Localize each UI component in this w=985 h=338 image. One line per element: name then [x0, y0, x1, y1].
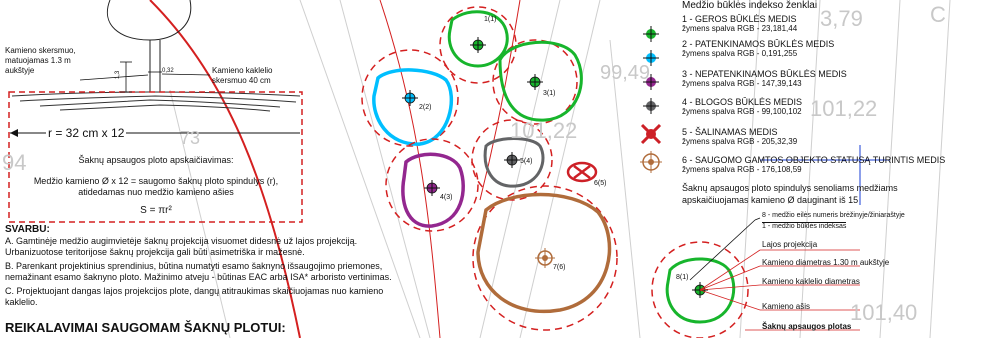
- legend-note: Šaknų apsaugos ploto spindulys senoliams…: [682, 183, 898, 193]
- tree-label: 6(5): [594, 180, 607, 187]
- dimension-label: 1,3: [115, 70, 122, 80]
- tree-marker-1: [470, 37, 486, 53]
- calc-formula: S = πr²: [140, 205, 172, 216]
- tree-marker-2: [402, 90, 418, 106]
- legend-icon-2: [643, 50, 659, 66]
- svarbu-title: SVARBU:: [5, 224, 50, 235]
- tree-marker-7: [535, 248, 555, 268]
- legend-item-1: 1 - GEROS BŪKLĖS MEDIS žymens spalva RGB…: [682, 14, 798, 33]
- legend-icon-4: [643, 98, 659, 114]
- ghost-text: 101,22: [510, 118, 578, 143]
- tree-label: 3(1): [543, 90, 556, 97]
- key-fraction-bottom: 1 - medžio būklės indeksas: [762, 222, 847, 230]
- key-line-collar: Kamieno kaklelio diametras: [762, 277, 860, 286]
- collar-diameter-label: Kamieno kaklelio skersmuo 40 cm: [212, 66, 273, 85]
- ghost-text: 73: [180, 128, 201, 148]
- tree-marker-4: [424, 180, 440, 196]
- key-line-trunk: Kamieno diametras 1.30 m aukštyje: [762, 258, 890, 267]
- key-line-root-zone: Šaknų apsaugos plotas: [762, 322, 852, 331]
- canopy-outline: [447, 10, 509, 68]
- legend-icon-1: [643, 26, 659, 42]
- requirements-title: REIKALAVIMAI SAUGOMAM ŠAKNŲ PLOTUI:: [5, 320, 286, 335]
- legend-icon-6: [640, 151, 662, 173]
- legend-icon-3: [643, 74, 659, 90]
- svarbu-line: nemažinant esamo šaknyno ploto. Mažinimo…: [5, 272, 392, 282]
- legend-item-5: 5 - ŠALINAMAS MEDIS žymens spalva RGB - …: [682, 127, 798, 146]
- trunk-diameter-label: Kamieno skersmuo, matuojamas 1.3 m aukšt…: [5, 46, 76, 75]
- tree-label: 2(2): [419, 104, 432, 111]
- tree-label: 5(4): [520, 158, 533, 165]
- ghost-text: 101,40: [850, 300, 918, 325]
- tree-label: 1(1): [484, 16, 497, 23]
- legend-item-2: 2 - PATENKINAMOS BŪKLĖS MEDIS žymens spa…: [682, 39, 835, 58]
- legend-item-4: 4 - BLOGOS BŪKLĖS MEDIS žymens spalva RG…: [682, 97, 803, 116]
- legend-item-3: 3 - NEPATENKINAMOS BŪKLĖS MEDIS žymens s…: [682, 69, 847, 88]
- key-tree-label: 8(1): [676, 274, 689, 281]
- svarbu-line: Urbanizuotose teritorijose šaknų projekc…: [5, 247, 305, 257]
- tree-crown-sketch: [106, 0, 192, 41]
- calc-line-2: atidedamas nuo medžio kamieno ašies: [78, 187, 234, 197]
- svarbu-line: B. Parenkant projektinius sprendinius, b…: [5, 261, 383, 271]
- tree-marker-3: [527, 74, 543, 90]
- ghost-text: C: [930, 2, 946, 27]
- calc-title: Šaknų apsaugos ploto apskaičiavimas:: [78, 155, 234, 165]
- dimension-label: 0,32: [162, 68, 174, 74]
- calc-line-1: Medžio kamieno Ø x 12 = saugomo šaknų pl…: [33, 176, 279, 186]
- ghost-text: 94: [2, 150, 27, 175]
- ghost-text: 99,49: [600, 62, 651, 84]
- legend-icon-5: [640, 123, 662, 145]
- svarbu-line: C. Projektuojant dangas lajos projekcijo…: [5, 286, 384, 296]
- key-line-crown: Lajos projekcija: [762, 240, 818, 249]
- root-zone-circle: [439, 6, 517, 84]
- key-fraction-top: 8 - medžio eilės numeris brėžinyje/žinia…: [762, 212, 905, 219]
- legend-item-6: 6 - SAUGOMO GAMTOS OBJEKTO STATUSĄ TURIN…: [682, 155, 946, 174]
- radius-label: r = 32 cm x 12: [46, 126, 127, 140]
- tree-label: 4(3): [440, 194, 453, 201]
- legend-note: apskaičiuojamas kamieno Ø dauginant iš 1…: [682, 195, 859, 205]
- tree-label: 7(6): [553, 264, 566, 271]
- root-sketch: [11, 91, 301, 112]
- root-zone-box: [8, 91, 303, 223]
- svarbu-line: A. Gamtinėje medžio augimvietėje šaknų p…: [5, 236, 358, 246]
- key-line-axis: Kamieno ašis: [762, 302, 811, 311]
- ghost-text: 3,79: [820, 6, 863, 31]
- ghost-text: 101,22: [810, 96, 878, 121]
- tree-marker-5: [504, 152, 520, 168]
- svarbu-line: kaklelio.: [5, 297, 38, 307]
- legend-title: Medžio būklės indekso ženklai: [682, 0, 818, 11]
